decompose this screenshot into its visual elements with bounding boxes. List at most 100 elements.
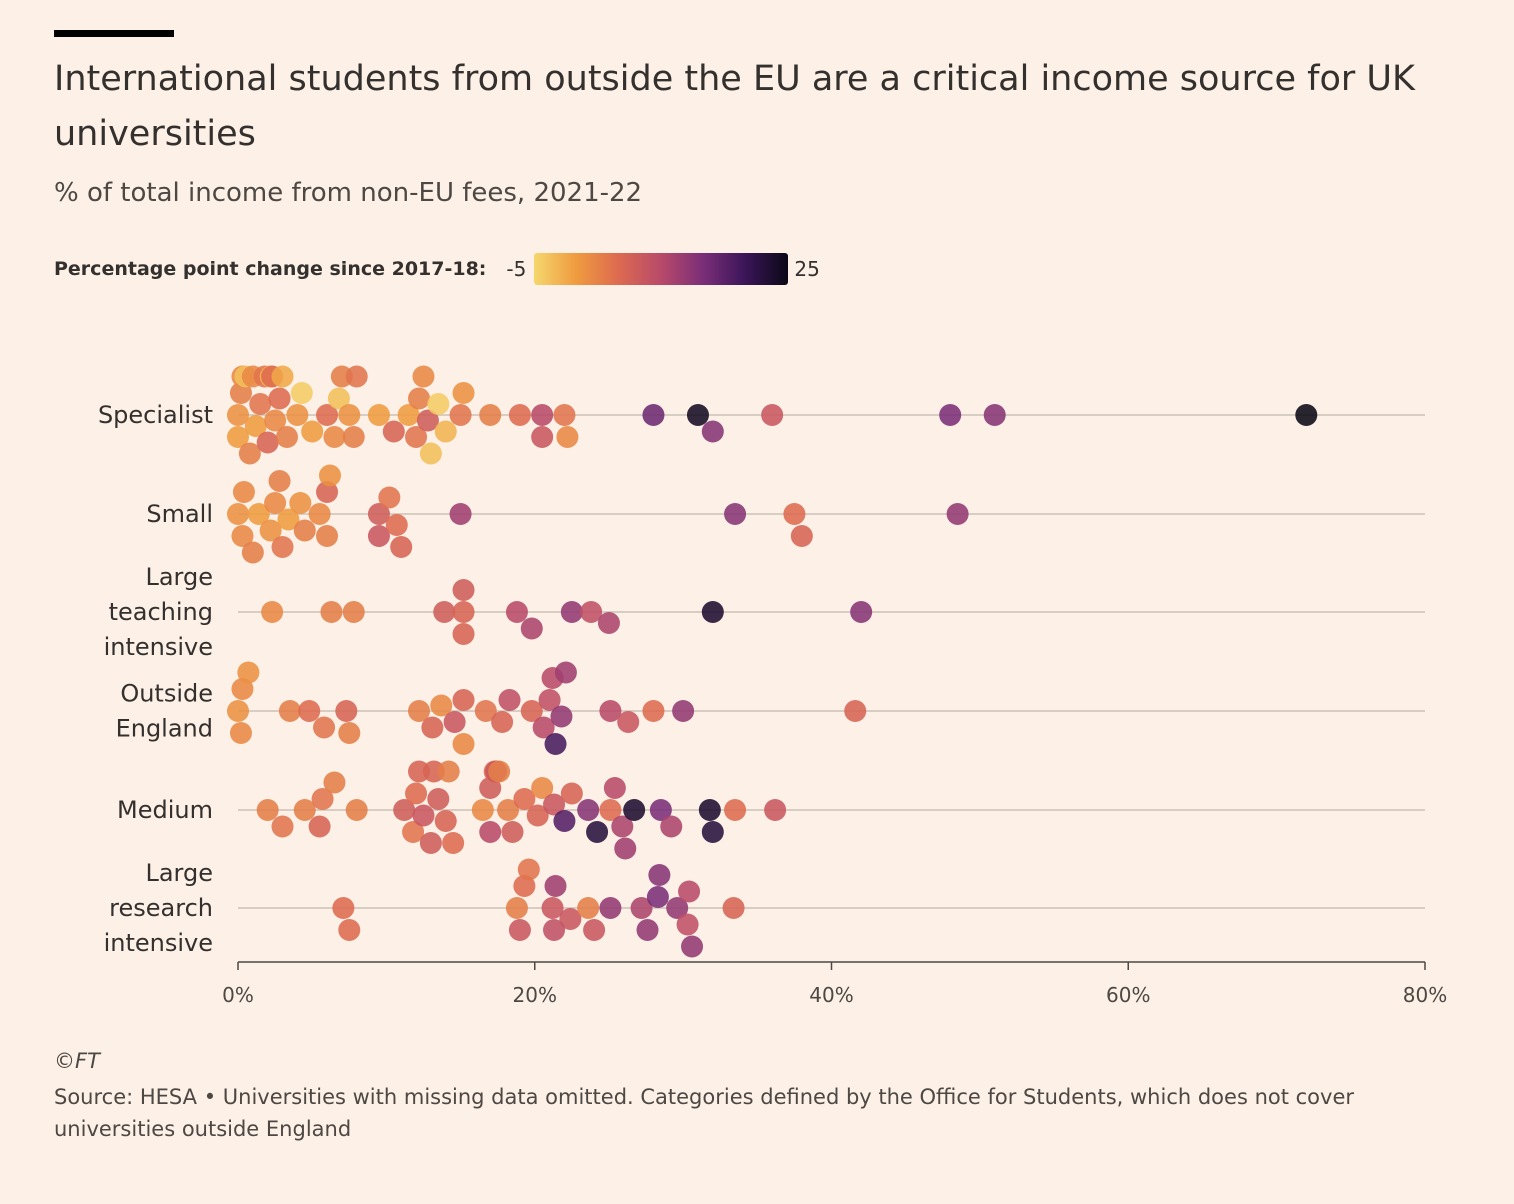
university-dot[interactable]	[599, 799, 622, 821]
university-dot[interactable]	[311, 788, 334, 810]
university-dot[interactable]	[722, 897, 745, 919]
university-dot[interactable]	[646, 886, 669, 908]
university-dot[interactable]	[611, 815, 634, 838]
university-dot[interactable]	[531, 426, 554, 448]
university-dot[interactable]	[378, 486, 401, 509]
university-dot[interactable]	[599, 897, 622, 919]
university-dot[interactable]	[531, 404, 554, 426]
university-dot[interactable]	[678, 880, 701, 903]
university-dot[interactable]	[520, 700, 543, 722]
university-dot[interactable]	[1295, 404, 1318, 426]
university-dot[interactable]	[488, 760, 511, 783]
university-dot[interactable]	[790, 525, 813, 547]
university-dot[interactable]	[238, 442, 261, 465]
university-dot[interactable]	[614, 837, 637, 860]
university-dot[interactable]	[520, 617, 543, 640]
university-dot[interactable]	[560, 782, 583, 805]
university-dot[interactable]	[419, 832, 442, 854]
university-dot[interactable]	[259, 519, 282, 542]
university-dot[interactable]	[290, 382, 313, 404]
university-dot[interactable]	[316, 481, 339, 503]
university-dot[interactable]	[556, 426, 579, 448]
university-dot[interactable]	[479, 404, 502, 426]
university-dot[interactable]	[229, 722, 252, 744]
university-dot[interactable]	[513, 875, 536, 897]
university-dot[interactable]	[264, 492, 287, 514]
university-dot[interactable]	[323, 771, 346, 794]
university-dot[interactable]	[229, 382, 252, 404]
university-dot[interactable]	[586, 821, 609, 843]
university-dot[interactable]	[268, 470, 291, 492]
university-dot[interactable]	[783, 503, 806, 525]
university-dot[interactable]	[308, 503, 331, 525]
university-dot[interactable]	[385, 514, 408, 536]
university-dot[interactable]	[449, 404, 472, 426]
university-dot[interactable]	[636, 919, 659, 941]
university-dot[interactable]	[844, 700, 867, 722]
university-dot[interactable]	[648, 864, 671, 886]
university-dot[interactable]	[261, 601, 284, 623]
university-dot[interactable]	[649, 799, 672, 821]
university-dot[interactable]	[452, 623, 475, 645]
university-dot[interactable]	[642, 700, 665, 722]
university-dot[interactable]	[232, 481, 255, 503]
university-dot[interactable]	[597, 612, 620, 634]
university-dot[interactable]	[421, 716, 444, 739]
university-dot[interactable]	[275, 426, 298, 448]
university-dot[interactable]	[241, 541, 264, 564]
university-dot[interactable]	[335, 700, 358, 722]
university-dot[interactable]	[505, 601, 528, 623]
university-dot[interactable]	[543, 793, 566, 816]
university-dot[interactable]	[491, 711, 514, 733]
university-dot[interactable]	[474, 700, 497, 722]
university-dot[interactable]	[560, 601, 583, 623]
university-dot[interactable]	[541, 897, 564, 919]
university-dot[interactable]	[293, 799, 316, 821]
university-dot[interactable]	[761, 404, 784, 426]
university-dot[interactable]	[227, 700, 249, 722]
university-dot[interactable]	[342, 426, 365, 448]
university-dot[interactable]	[983, 404, 1006, 426]
university-dot[interactable]	[367, 404, 390, 426]
university-dot[interactable]	[505, 897, 528, 919]
university-dot[interactable]	[724, 503, 747, 525]
university-dot[interactable]	[338, 919, 361, 941]
university-dot[interactable]	[559, 908, 582, 930]
university-dot[interactable]	[271, 536, 294, 558]
university-dot[interactable]	[405, 426, 428, 448]
university-dot[interactable]	[538, 689, 561, 711]
university-dot[interactable]	[850, 601, 873, 623]
university-dot[interactable]	[554, 661, 577, 684]
university-dot[interactable]	[345, 365, 368, 388]
university-dot[interactable]	[227, 404, 249, 426]
university-dot[interactable]	[498, 689, 521, 711]
university-dot[interactable]	[532, 716, 555, 739]
university-dot[interactable]	[577, 897, 600, 919]
university-dot[interactable]	[452, 579, 475, 601]
university-dot[interactable]	[256, 799, 279, 821]
university-dot[interactable]	[676, 913, 699, 936]
university-dot[interactable]	[553, 404, 576, 426]
university-dot[interactable]	[231, 678, 254, 700]
university-dot[interactable]	[313, 716, 336, 739]
university-dot[interactable]	[405, 782, 428, 805]
university-dot[interactable]	[316, 525, 339, 547]
university-dot[interactable]	[416, 409, 439, 432]
university-dot[interactable]	[271, 365, 294, 388]
university-dot[interactable]	[479, 821, 502, 843]
university-dot[interactable]	[449, 503, 472, 525]
university-dot[interactable]	[939, 404, 962, 426]
university-dot[interactable]	[227, 426, 249, 448]
university-dot[interactable]	[318, 464, 341, 487]
university-dot[interactable]	[308, 815, 331, 838]
university-dot[interactable]	[342, 601, 365, 623]
university-dot[interactable]	[433, 601, 456, 623]
university-dot[interactable]	[701, 821, 724, 843]
university-dot[interactable]	[298, 700, 321, 722]
university-dot[interactable]	[393, 799, 416, 821]
university-dot[interactable]	[278, 700, 301, 722]
university-dot[interactable]	[642, 404, 665, 426]
university-dot[interactable]	[471, 799, 494, 821]
university-dot[interactable]	[508, 919, 531, 941]
university-dot[interactable]	[289, 492, 312, 514]
